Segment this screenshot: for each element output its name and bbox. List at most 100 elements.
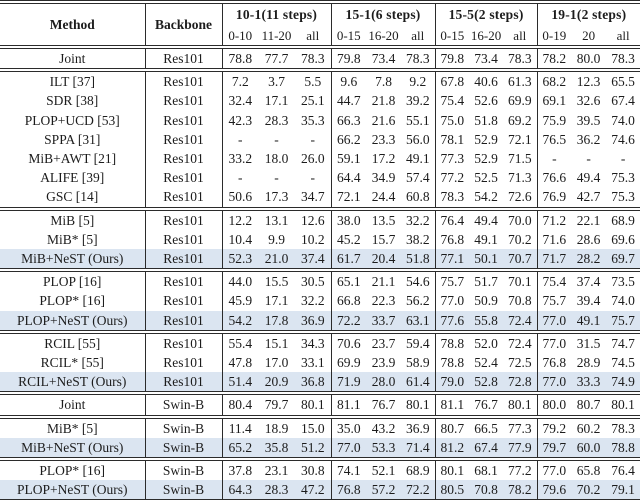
value-cell: 28.3 [264, 112, 289, 128]
value-cell: 80.1 [295, 391, 331, 417]
value-cell: 17.8 [258, 310, 295, 332]
value-cell: 72.4 [503, 329, 538, 354]
backbone-cell: Res101 [144, 229, 222, 250]
value-cell: 7.2 [221, 68, 258, 92]
backbone-cell: Swin-B [144, 437, 222, 460]
value-cell: 13.1 [258, 206, 295, 230]
value-cell: 49.4 [576, 170, 601, 186]
value-cell: 76.8 [536, 353, 572, 373]
value-cell: 78.3 [405, 51, 430, 66]
value-cell: 15.1 [258, 329, 295, 354]
method-cell: RCIL* [55] [40, 355, 104, 371]
value-cell: 81.1 [434, 391, 470, 417]
value-cell: 39.4 [576, 293, 601, 309]
method-cell: RCIL+NeST (Ours) [0, 372, 145, 394]
value-cell: 52.6 [474, 93, 498, 109]
table-row: RCIL [55] Res101 55.4 15.1 34.3 70.6 23.7 59.4 7… [0, 329, 640, 354]
value-cell: 78.3 [611, 51, 635, 66]
value-cell: 69.9 [507, 93, 532, 109]
table-row: MiB* [5] Swin-B 11.4 18.9 15.0 35.0 43.2 36.9 80… [0, 414, 640, 438]
value-cell: 75.7 [606, 310, 640, 332]
value-cell: 68.9 [401, 457, 436, 481]
value-cell: 74.5 [611, 355, 635, 371]
value-cell: 77.2 [434, 168, 470, 188]
value-cell: 77.3 [503, 414, 538, 438]
value-cell: 68.2 [536, 68, 572, 92]
backbone-cell: Res101 [144, 310, 222, 332]
value-cell: 74.1 [330, 457, 366, 481]
value-cell: 34.3 [295, 329, 331, 354]
value-cell: 35.0 [330, 414, 366, 438]
task-group-header: 15-1(6 steps) [330, 2, 436, 26]
backbone-cell: Res101 [144, 91, 222, 111]
value-cell: 60.0 [571, 437, 607, 460]
table-row: PLOP+NeST (Ours) Swin-B 64.3 28.3 47.2 76.8 57… [0, 480, 640, 502]
value-cell: 59.4 [401, 329, 436, 354]
value-cell: 36.9 [401, 414, 436, 438]
value-cell: 75.7 [434, 268, 470, 292]
value-cell: 58.9 [405, 355, 430, 371]
task-group-header: 19-1(2 steps) [536, 2, 640, 26]
value-cell: 23.1 [258, 457, 295, 481]
method-cell: MiB* [5] [0, 414, 145, 438]
value-cell: 78.8 [606, 437, 640, 460]
value-cell: 35.8 [258, 437, 295, 460]
method-cell: MiB+NeST (Ours) [0, 437, 145, 460]
value-cell: 9.6 [330, 68, 366, 92]
backbone-cell: Res101 [144, 372, 222, 394]
value-cell: 52.4 [474, 355, 498, 371]
value-cell: 81.1 [330, 391, 366, 417]
value-cell: 15.0 [295, 414, 331, 438]
value-cell: - [620, 151, 626, 167]
value-cell: 26.0 [300, 151, 325, 167]
value-cell: 28.9 [576, 355, 601, 371]
value-cell: 79.6 [536, 480, 572, 502]
value-cell: 33.2 [221, 149, 258, 169]
value-cell: 56.2 [405, 293, 430, 309]
value-cell: 21.1 [366, 268, 401, 292]
value-cell: 66.5 [469, 414, 504, 438]
value-cell: 50.1 [469, 249, 504, 271]
value-cell: 28.2 [571, 249, 607, 271]
value-cell: 36.2 [576, 131, 601, 147]
sub-column-header: all [513, 28, 527, 43]
method-cell: SDR [38] [46, 93, 99, 109]
value-cell: 9.9 [268, 231, 285, 247]
sub-column-header: 16-20 [470, 28, 502, 43]
value-cell: 49.1 [405, 151, 430, 167]
value-cell: 80.1 [503, 391, 538, 417]
value-cell: 15.5 [258, 268, 295, 292]
value-cell: 51.8 [474, 112, 498, 128]
value-cell: 79.1 [606, 480, 640, 502]
backbone-cell: Res101 [144, 47, 222, 71]
value-cell: 80.5 [434, 480, 470, 502]
value-cell: 42.7 [576, 189, 601, 205]
value-cell: - [536, 149, 572, 169]
value-cell: 74.9 [606, 372, 640, 394]
value-cell: 70.0 [503, 206, 538, 230]
method-cell: SPPA [31] [44, 131, 101, 147]
value-cell: 77.0 [536, 329, 572, 354]
value-cell: 65.5 [606, 68, 640, 92]
value-cell: 72.8 [503, 372, 538, 394]
value-cell: - [310, 170, 316, 186]
value-cell: 78.1 [434, 129, 470, 150]
value-cell: 66.2 [330, 129, 366, 150]
value-cell: 70.8 [469, 480, 504, 502]
value-cell: 80.7 [434, 414, 470, 438]
table-row: MiB* [5] Res101 10.4 9.9 10.2 45.2 15.7 38.2 76.… [0, 229, 640, 250]
task-group-header: 15-5(2 steps) [434, 2, 538, 26]
value-cell: 79.2 [536, 414, 572, 438]
value-cell: 76.4 [606, 457, 640, 481]
value-cell: 78.8 [434, 353, 470, 373]
value-cell: 76.7 [469, 391, 504, 417]
value-cell: 28.6 [576, 231, 601, 247]
value-cell: 51.8 [401, 249, 436, 271]
table-row: PLOP [16] Res101 44.0 15.5 30.5 65.1 21.1 54.6 7… [0, 268, 640, 292]
value-cell: 69.6 [611, 231, 635, 247]
value-cell: 66.8 [330, 291, 366, 311]
value-cell: 23.9 [371, 355, 396, 371]
value-cell: 37.8 [221, 457, 258, 481]
value-cell: 21.6 [371, 112, 396, 128]
table-row: ALIFE [39] Res101- - -64.4 34.9 57.4 77.2 52.5 7… [0, 168, 640, 188]
